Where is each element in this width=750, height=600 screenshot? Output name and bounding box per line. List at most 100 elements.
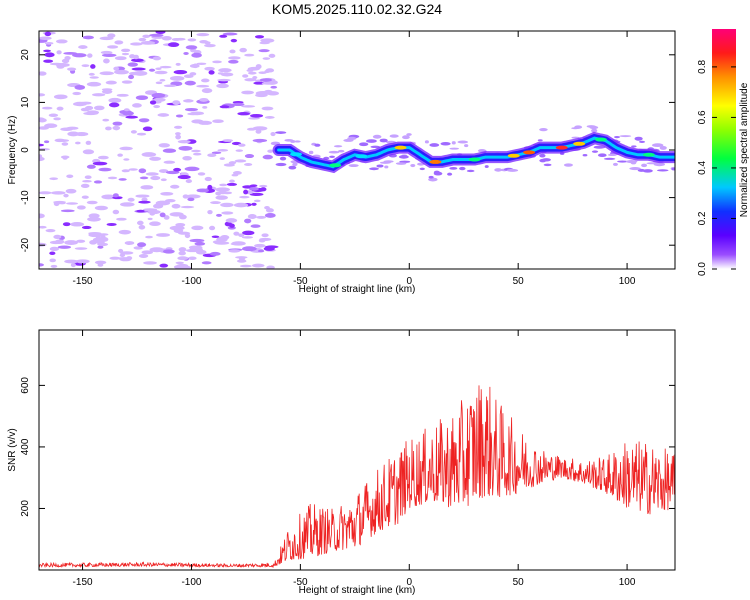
noise-blob: [92, 161, 108, 166]
noise-blob: [169, 212, 184, 217]
noise-blob: [162, 249, 175, 254]
noise-blob: [138, 200, 151, 204]
spectrogram-xtick-label: 50: [513, 276, 525, 287]
noise-blob: [201, 78, 210, 83]
ridge-halo-blob: [541, 158, 551, 162]
noise-blob: [163, 160, 176, 164]
noise-blob: [178, 145, 193, 151]
noise-blob: [107, 33, 116, 38]
noise-blob: [169, 75, 185, 81]
noise-blob: [99, 71, 115, 76]
spectrogram-xtick-label: -50: [293, 276, 308, 287]
noise-blob: [147, 217, 153, 221]
noise-blob: [121, 169, 130, 173]
ridge-halo-blob: [419, 167, 425, 171]
noise-blob: [112, 125, 121, 131]
noise-blob: [241, 236, 254, 239]
noise-blob: [256, 215, 267, 219]
noise-blob: [244, 153, 255, 159]
noise-blob: [100, 50, 113, 55]
ridge-halo-blob: [433, 171, 443, 176]
noise-blob: [175, 114, 184, 118]
noise-blob: [177, 256, 189, 261]
noise-blob: [87, 53, 93, 58]
noise-blob: [165, 170, 180, 175]
noise-blob: [159, 263, 169, 268]
noise-blob: [249, 184, 258, 188]
noise-blob: [199, 97, 209, 102]
noise-blob: [60, 209, 75, 213]
noise-blob: [67, 67, 77, 71]
noise-blob: [130, 130, 137, 134]
spectrogram-ytick-label: 0: [20, 147, 31, 153]
noise-blob: [39, 118, 47, 123]
noise-blob: [107, 176, 118, 180]
noise-blob: [217, 78, 231, 82]
noise-blob: [94, 260, 107, 265]
ridge-halo-blob: [429, 143, 440, 147]
figure-title: KOM5.2025.110.02.32.G24: [272, 1, 442, 17]
noise-blob: [149, 247, 165, 253]
noise-blob: [237, 112, 250, 116]
ridge-halo-blob: [484, 165, 489, 168]
noise-blob: [247, 71, 257, 75]
noise-blob: [123, 108, 130, 112]
noise-blob: [175, 134, 181, 140]
noise-blob: [231, 102, 245, 107]
noise-blob: [108, 97, 122, 103]
noise-blob: [116, 217, 127, 221]
noise-blob: [145, 235, 153, 239]
ridge-halo-blob: [641, 163, 648, 168]
ridge-halo-blob: [424, 140, 429, 144]
noise-blob: [121, 52, 130, 56]
noise-blob: [158, 169, 169, 173]
noise-blob: [89, 76, 99, 79]
noise-blob: [167, 42, 180, 48]
noise-blob: [261, 106, 274, 111]
noise-blob: [136, 220, 144, 226]
ridge-halo-blob: [428, 175, 434, 179]
noise-blob: [83, 111, 99, 116]
noise-blob: [219, 183, 228, 187]
noise-blob: [210, 201, 221, 205]
noise-blob: [264, 206, 270, 210]
ridge-halo-blob: [370, 145, 381, 149]
noise-blob: [148, 68, 156, 72]
noise-blob: [221, 211, 234, 215]
noise-blob: [39, 156, 45, 162]
noise-blob: [207, 210, 213, 215]
snr-xtick-label: -150: [73, 577, 93, 588]
noise-blob: [44, 31, 52, 37]
noise-blob: [231, 241, 246, 246]
noise-blob: [136, 132, 147, 136]
noise-blob: [229, 179, 235, 183]
spectrogram-xtick-label: -150: [73, 276, 93, 287]
noise-blob: [237, 259, 247, 263]
noise-blob: [261, 81, 276, 85]
noise-blob: [154, 70, 168, 75]
noise-blob: [92, 93, 106, 97]
ridge-hotspot: [394, 145, 407, 150]
noise-blob: [153, 203, 164, 209]
noise-blob: [142, 126, 153, 132]
snr-xlabel: Height of straight line (km): [299, 585, 416, 596]
noise-blob: [252, 126, 268, 131]
noise-blob: [232, 171, 242, 175]
ridge-halo-blob: [337, 149, 345, 153]
noise-blob: [207, 153, 217, 158]
noise-blob: [72, 101, 87, 107]
noise-blob: [180, 205, 195, 209]
noise-blob: [155, 31, 166, 35]
noise-blob: [74, 84, 86, 90]
ridge-halo-blob: [619, 135, 632, 138]
ridge-halo-blob: [651, 143, 664, 148]
noise-blob: [44, 42, 54, 45]
noise-blob: [184, 166, 200, 172]
noise-blob: [145, 172, 159, 176]
noise-blob: [114, 69, 129, 75]
ridge-halo-blob: [625, 159, 638, 164]
ridge-halo-blob: [597, 153, 607, 158]
noise-blob: [81, 64, 90, 68]
noise-blob: [56, 50, 62, 55]
noise-blob: [141, 250, 154, 255]
